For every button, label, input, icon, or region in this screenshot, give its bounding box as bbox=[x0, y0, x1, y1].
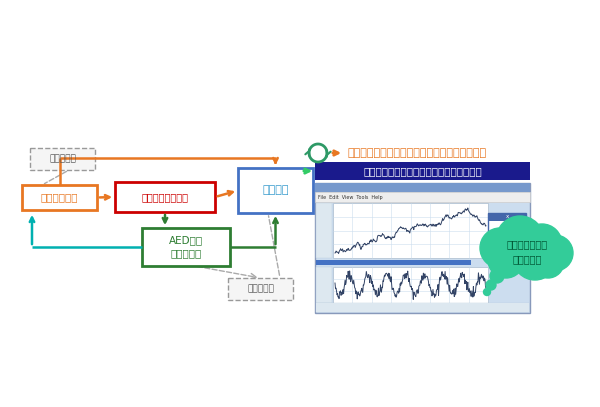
Text: データ記録: データ記録 bbox=[247, 284, 274, 293]
FancyBboxPatch shape bbox=[333, 267, 488, 303]
Circle shape bbox=[496, 216, 544, 264]
Text: File  Edit  View  Tools  Help: File Edit View Tools Help bbox=[318, 195, 383, 199]
FancyBboxPatch shape bbox=[22, 185, 97, 210]
Circle shape bbox=[486, 280, 496, 290]
Circle shape bbox=[480, 228, 520, 268]
Text: 早期認識システム: 早期認識システム bbox=[142, 192, 188, 202]
Text: 検証用システムに記録される心電図波形データ: 検証用システムに記録される心電図波形データ bbox=[347, 148, 486, 158]
FancyBboxPatch shape bbox=[316, 203, 332, 258]
Text: 心電図データ: 心電図データ bbox=[41, 193, 78, 203]
Circle shape bbox=[522, 224, 562, 264]
Circle shape bbox=[532, 246, 564, 278]
FancyBboxPatch shape bbox=[115, 182, 215, 212]
Circle shape bbox=[513, 236, 557, 280]
Circle shape bbox=[484, 289, 491, 295]
FancyBboxPatch shape bbox=[228, 278, 293, 300]
FancyBboxPatch shape bbox=[333, 203, 488, 258]
FancyBboxPatch shape bbox=[238, 168, 313, 213]
FancyBboxPatch shape bbox=[315, 183, 530, 313]
Circle shape bbox=[537, 235, 573, 271]
Text: x: x bbox=[505, 214, 509, 219]
FancyBboxPatch shape bbox=[315, 192, 530, 202]
Text: 波形が時々刻々
流れている: 波形が時々刻々 流れている bbox=[506, 240, 548, 265]
Circle shape bbox=[488, 242, 524, 278]
FancyBboxPatch shape bbox=[316, 260, 471, 265]
Text: 心電図波形リアルタイム表示シミュレータ: 心電図波形リアルタイム表示シミュレータ bbox=[363, 166, 482, 176]
FancyBboxPatch shape bbox=[315, 183, 530, 192]
FancyBboxPatch shape bbox=[30, 148, 95, 170]
FancyBboxPatch shape bbox=[316, 303, 529, 312]
Circle shape bbox=[490, 269, 504, 283]
FancyBboxPatch shape bbox=[142, 228, 230, 266]
FancyBboxPatch shape bbox=[315, 162, 530, 180]
FancyBboxPatch shape bbox=[316, 303, 529, 312]
Text: 波形表示: 波形表示 bbox=[262, 186, 289, 195]
FancyBboxPatch shape bbox=[488, 213, 526, 255]
FancyBboxPatch shape bbox=[488, 213, 526, 221]
Text: データ記録: データ記録 bbox=[49, 155, 76, 164]
FancyBboxPatch shape bbox=[316, 267, 332, 303]
Text: AED判定
プログラム: AED判定 プログラム bbox=[169, 235, 203, 258]
